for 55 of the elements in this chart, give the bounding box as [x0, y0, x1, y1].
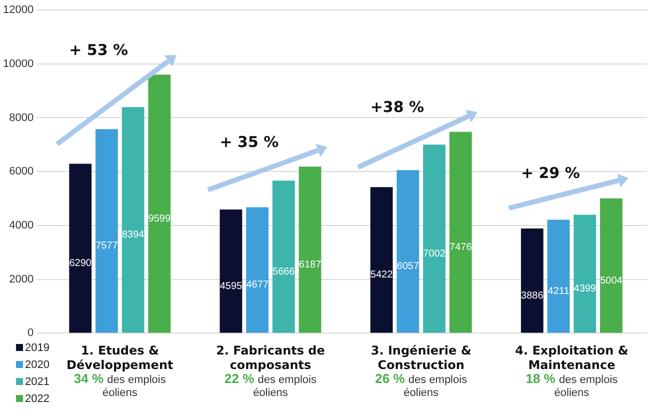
y-tick-label: 12000	[2, 4, 34, 16]
annotation: + 35 %	[220, 132, 279, 151]
bar	[370, 187, 393, 333]
legend-label: 2019	[25, 342, 50, 354]
data-label: 8394	[122, 230, 145, 241]
bar	[600, 198, 622, 333]
annotation: + 29 %	[520, 164, 580, 182]
text: 22 % des emplois éoliens	[224, 371, 317, 400]
bar	[246, 207, 269, 333]
annotation: + 53 %	[69, 40, 128, 59]
data-label: 9599	[148, 213, 171, 224]
bar	[298, 166, 322, 333]
bar	[547, 220, 570, 333]
x-tick-label: 3. Ingénierie & Construction	[370, 344, 472, 372]
x-tick-label: 2. Fabricants de composants	[216, 344, 325, 372]
legend-label: 2021	[25, 376, 50, 388]
bar	[220, 209, 242, 333]
data-label: 6290	[69, 258, 92, 269]
x-tick-label: 4. Exploitation & Maintenance	[515, 344, 628, 372]
text: 26 % des emplois éoliens	[375, 371, 468, 400]
x-tick-label: 1. Etudes & Développement	[66, 344, 174, 372]
data-label: 5666	[272, 266, 296, 278]
bar	[122, 107, 144, 333]
text: 34 % des emplois éoliens	[74, 371, 166, 400]
bar	[574, 214, 596, 333]
bar	[272, 180, 295, 333]
bar	[520, 228, 544, 333]
data-label: 7577	[96, 240, 118, 252]
bar	[396, 170, 420, 333]
y-tick-label: 10000	[2, 58, 34, 70]
data-label: 3886	[521, 290, 544, 302]
bar	[449, 132, 472, 333]
y-tick-label: 8000	[9, 112, 34, 124]
legend-label: 2020	[25, 358, 50, 371]
bar	[148, 74, 171, 333]
legend-label: 2022	[25, 392, 50, 405]
bar	[423, 144, 446, 333]
y-tick-label: 6000	[9, 166, 34, 178]
annotation: +38 %	[370, 98, 424, 116]
data-label: 5422	[370, 270, 394, 281]
data-label: 7002	[423, 248, 446, 260]
data-label: 7476	[450, 242, 472, 254]
bar	[69, 164, 92, 333]
data-label: 6057	[396, 261, 420, 272]
y-tick-label: 2000	[9, 273, 34, 286]
data-label: 6187	[298, 259, 322, 270]
y-tick-label: 4000	[9, 220, 34, 232]
data-label: 4595	[220, 280, 243, 292]
data-label: 4211	[548, 286, 570, 297]
text: 18 % des emplois éoliens	[526, 371, 618, 400]
y-tick-label: 0	[27, 327, 34, 340]
bar	[96, 129, 118, 333]
data-label: 4399	[574, 283, 596, 294]
data-label: 5004	[600, 275, 623, 286]
data-label: 4677	[246, 280, 269, 291]
